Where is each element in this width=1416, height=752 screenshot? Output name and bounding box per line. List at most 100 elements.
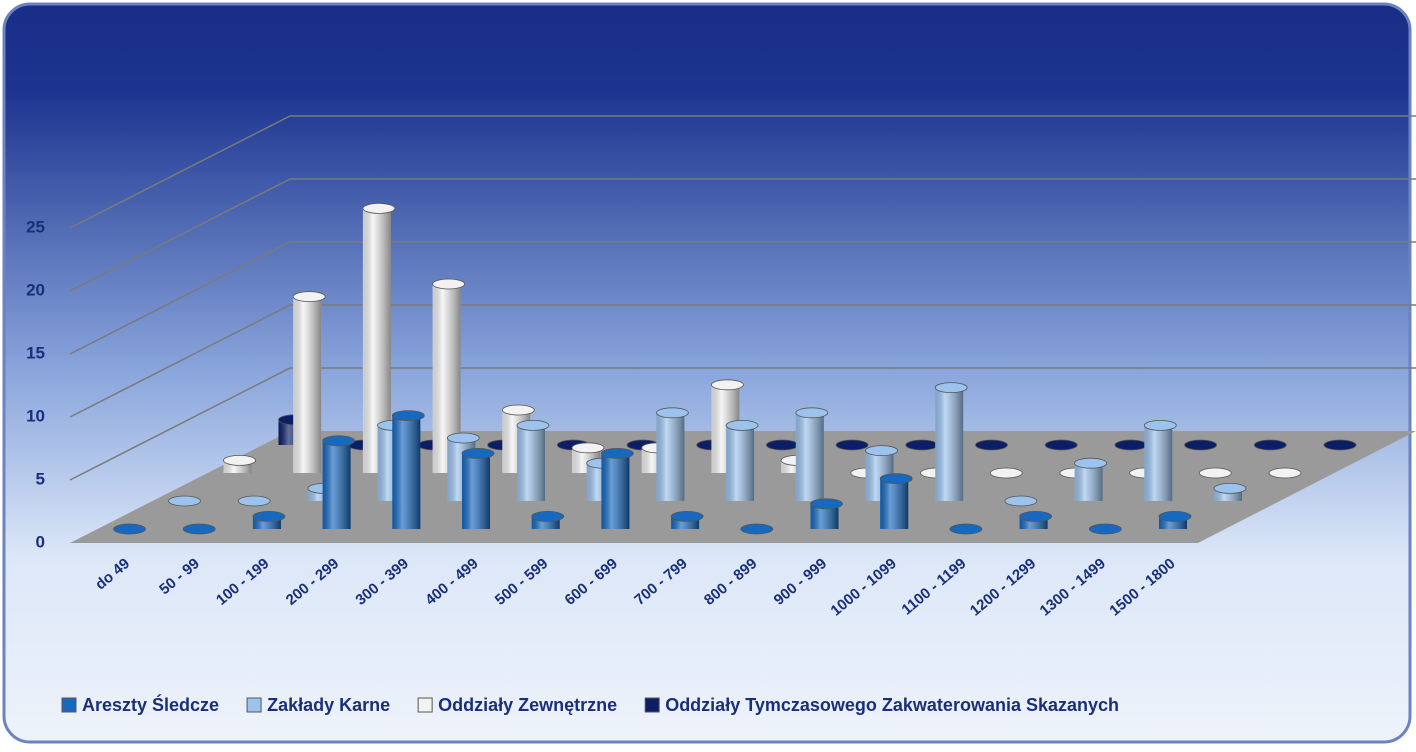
legend-label: Areszty Śledcze [82,694,219,715]
bar [1019,511,1052,529]
bar-shade [601,453,630,529]
bar [1088,523,1122,535]
y-tick-label: 5 [36,469,45,488]
bar-cap [1074,457,1107,469]
bar [1268,467,1302,479]
bar [1143,419,1177,501]
bar-cap [501,404,535,416]
bar [1323,439,1357,451]
bar-cap [879,473,913,485]
grid-line [69,115,1416,229]
bar-cap [1088,523,1122,535]
bar-cap [865,445,898,457]
legend-swatch [61,697,77,713]
bar [1213,482,1247,501]
grid-line [69,178,1416,292]
bar [1253,439,1287,451]
bar [740,523,774,535]
bar-cap [461,447,495,459]
bar [237,495,271,507]
bar-cap [989,467,1023,479]
bar [601,447,634,529]
bar-cap [516,419,550,431]
bar [1044,439,1078,451]
bar-cap [322,435,356,447]
bar [810,498,843,529]
bar [292,291,326,473]
bar-cap [1268,467,1302,479]
bar-cap [168,495,201,507]
bar-cap [1114,439,1148,451]
bar-shade [392,415,421,529]
bar [113,523,146,535]
bar-cap [905,439,939,451]
y-tick-label: 10 [26,406,45,425]
bar-cap [656,407,689,419]
bar-cap [571,442,605,454]
bar-shade [656,412,685,501]
bar-cap [1213,482,1247,494]
bar [168,495,201,507]
bar-cap [766,439,799,451]
bar-cap [1198,467,1232,479]
bar [322,435,356,529]
bar-cap [1158,511,1192,522]
bar-cap [1143,419,1177,431]
y-tick-label: 0 [36,532,45,551]
bar [989,467,1023,479]
bar-cap [670,511,704,522]
bar [835,439,869,451]
bar [1114,439,1148,451]
bar [516,419,550,501]
legend-label: Zakłady Karne [267,695,390,715]
legend-swatch [417,697,433,713]
y-tick-label: 20 [26,280,45,299]
bar [223,454,256,473]
bar-shade [795,412,824,501]
bar-cap [1253,439,1287,451]
bar-shade [517,425,545,501]
bar-cap [223,454,256,466]
grid-line [69,367,1416,481]
bar-cap [1184,439,1217,451]
bar-cap [711,379,744,391]
bar [1074,457,1107,501]
bar-shade [462,453,490,529]
bar-cap [292,291,326,303]
bar-shade [880,478,909,529]
bar [446,432,480,501]
bar-shade [293,296,322,473]
bar [391,410,425,529]
bar [934,382,968,501]
legend-swatch [644,697,660,713]
bar-cap [975,439,1008,451]
bar [879,473,913,529]
bar-cap [252,511,286,522]
bar-cap [362,202,396,214]
bar [656,407,689,501]
bar-cap [113,523,146,535]
bar [182,523,216,535]
y-tick-label: 15 [26,343,45,362]
bar-cap [725,419,759,431]
bar [975,439,1008,451]
bar-cap [391,410,425,422]
bar-cap [182,523,216,535]
bar [905,439,939,451]
bar-shade [726,425,755,501]
bar-cap [835,439,869,451]
bar-cap [237,495,271,507]
bar [670,511,704,529]
bar-cap [740,523,774,535]
grid-line [69,304,1416,418]
bar-cap [1004,495,1038,507]
bar [949,523,983,535]
bar [1184,439,1217,451]
bar [795,407,829,501]
bar-cap [601,447,634,459]
bar-cap [810,498,843,510]
legend-label: Oddziały Zewnętrzne [438,695,617,715]
bar-cap [432,278,466,290]
bar-cap [1323,439,1357,451]
